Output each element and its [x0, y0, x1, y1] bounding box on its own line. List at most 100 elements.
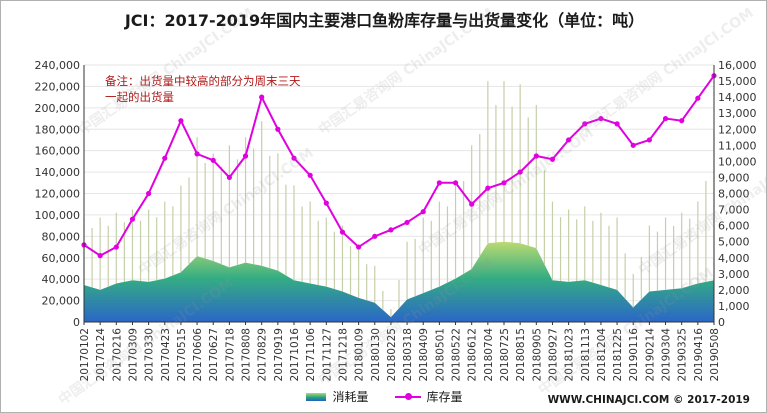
inventory-point: [162, 155, 168, 161]
inventory-point: [695, 95, 701, 101]
inventory-point: [339, 229, 346, 235]
consumption-area-fill: [84, 241, 714, 322]
right-axis-tick-label: 1,000: [718, 300, 750, 313]
x-axis-tick-label: 20180225: [386, 328, 398, 381]
inventory-point: [146, 190, 152, 197]
consumption-peaks: [83, 81, 715, 318]
inventory-line-path: [83, 75, 715, 257]
inventory-point: [436, 180, 442, 186]
inventory-point: [646, 137, 652, 143]
x-axis-tick-label: 20170829: [257, 328, 269, 381]
inventory-point: [178, 118, 184, 124]
x-axis-tick-label: 20170216: [111, 328, 123, 382]
left-axis-tick-label: 120,000: [35, 188, 81, 201]
x-axis-tick-label: 20170330: [144, 328, 156, 381]
right-axis-tick-label: 5,000: [718, 236, 750, 249]
inventory-point: [259, 94, 265, 100]
x-axis-tick-label: 20180815: [515, 328, 527, 381]
legend-swatch-line: [394, 392, 421, 400]
right-axis-tick-label: 14,000: [718, 91, 757, 104]
inventory-point: [614, 121, 620, 127]
x-axis-tick-label: 20190508: [709, 328, 721, 381]
left-axis-tick-label: 240,000: [35, 59, 81, 72]
inventory-point: [485, 185, 491, 191]
x-axis-tick-label: 20180725: [499, 328, 511, 381]
axes: 0 20,000 40,000 60,000 80,000 100,000 120,000 1…: [35, 59, 757, 381]
legend-label-consumption: 消耗量: [332, 390, 369, 404]
legend-label-inventory: 库存量: [426, 390, 463, 404]
inventory-point: [404, 219, 410, 226]
inventory-point: [242, 153, 249, 159]
x-axis-tick-label: 20171218: [337, 328, 349, 381]
right-axis-tick-label: 9,000: [718, 171, 750, 184]
x-axis-tick-label: 20170919: [273, 328, 285, 381]
legend: 消耗量 库存量: [1, 388, 766, 405]
inventory-point: [469, 201, 475, 207]
x-axis-tick-label: 20170124: [95, 328, 107, 382]
annotation-text: 备注：出货量中较高的部分为周末三天 一起的出货量: [105, 73, 301, 105]
inventory-point: [372, 233, 378, 239]
left-axis-tick-label: 220,000: [35, 80, 81, 93]
right-axis-tick-label: 15,000: [718, 75, 757, 88]
right-axis-tick-label: 2,000: [718, 284, 750, 297]
left-axis-tick-label: 60,000: [42, 252, 81, 265]
x-axis-tick-label: 20180109: [354, 328, 366, 381]
inventory-line: [81, 73, 717, 259]
right-axis-tick-label: 4,000: [718, 252, 750, 265]
inventory-point: [226, 174, 232, 181]
consumption-area: [84, 241, 714, 322]
right-axis-tick-label: 7,000: [718, 204, 750, 217]
inventory-point: [97, 253, 103, 259]
legend-item-consumption: 消耗量: [306, 388, 369, 405]
inventory-point: [323, 200, 329, 206]
left-axis-tick-label: 100,000: [35, 209, 81, 222]
inventory-point: [517, 169, 523, 175]
footer-copyright: WWW.CHINAJCI.COM © 2017-2019: [547, 394, 750, 406]
legend-item-inventory: 库存量: [394, 388, 463, 405]
right-axis-tick-label: 10,000: [718, 155, 757, 168]
x-axis-tick-label: 20171127: [321, 328, 333, 381]
right-axis-tick-label: 13,000: [718, 107, 757, 120]
x-axis-tick-label: 20171016: [289, 328, 301, 382]
x-axis-tick-label: 20190304: [661, 328, 673, 382]
inventory-point: [275, 126, 281, 132]
inventory-point: [533, 153, 539, 159]
inventory-point: [388, 227, 394, 233]
inventory-point: [598, 115, 604, 122]
right-axis-tick-label: 3,000: [718, 268, 750, 281]
annotation-line: 一起的出货量: [105, 90, 174, 104]
inventory-point: [630, 142, 636, 148]
inventory-point: [501, 180, 507, 186]
left-axis-tick-label: 40,000: [42, 273, 81, 286]
x-axis-tick-label: 20181225: [612, 328, 624, 381]
x-axis-tick-label: 20180927: [547, 328, 559, 381]
inventory-point: [356, 244, 362, 250]
inventory-point: [549, 156, 556, 162]
x-axis-tick-label: 20170808: [241, 328, 253, 381]
x-axis-tick-label: 20180318: [402, 328, 414, 381]
annotation: 备注：出货量中较高的部分为周末三天 一起的出货量: [105, 73, 301, 105]
inventory-point: [662, 115, 669, 122]
x-axis-tick-label: 20181204: [596, 328, 608, 382]
left-axis-tick-label: 180,000: [35, 123, 81, 136]
inventory-point: [566, 137, 572, 143]
x-axis-tick-label: 20180522: [451, 328, 463, 381]
right-axis-tick-label: 8,000: [718, 188, 750, 201]
x-axis-tick-label: 20180905: [531, 328, 543, 381]
x-axis-tick-label: 20180130: [370, 328, 382, 381]
left-axis-tick-label: 80,000: [42, 230, 81, 243]
inventory-point: [194, 151, 200, 157]
inventory-point: [113, 244, 119, 250]
x-axis-tick-label: 20171106: [305, 328, 317, 382]
right-axis-tick-label: 6,000: [718, 220, 750, 233]
left-axis-tick-label: 20,000: [42, 295, 81, 308]
x-axis-tick-label: 20190416: [693, 328, 705, 382]
x-axis-tick-label: 20180612: [467, 328, 479, 381]
x-axis-tick-label: 20170102: [79, 328, 91, 381]
x-axis-tick-label: 20180704: [483, 328, 495, 382]
x-axis-tick-label: 20181113: [580, 328, 592, 381]
x-axis-tick-label: 20170606: [192, 328, 204, 382]
inventory-point: [210, 157, 216, 163]
